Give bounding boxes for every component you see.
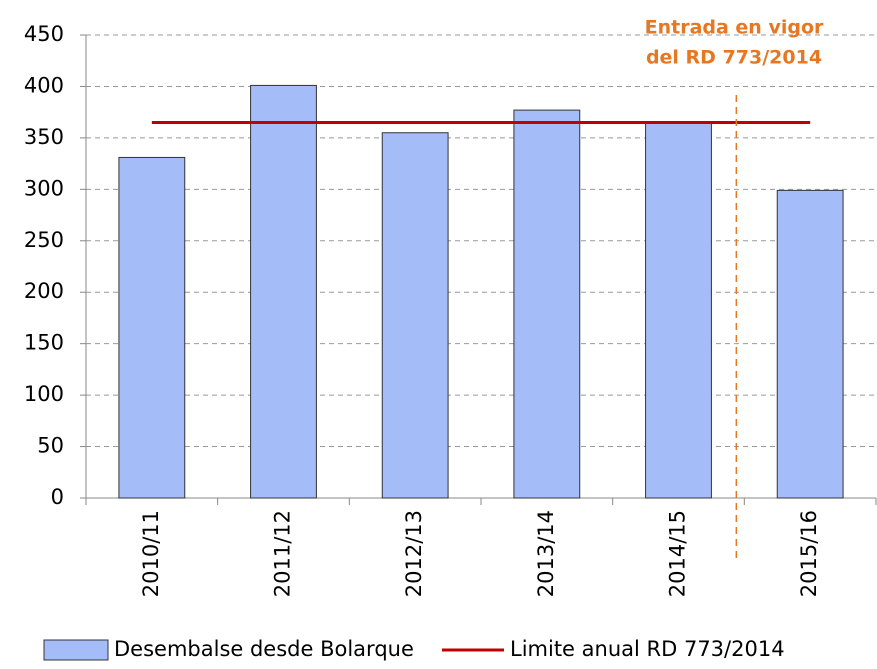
y-tick-label: 450 [24,22,64,46]
legend-label: Desembalse desde Bolarque [114,637,414,661]
bar [645,122,712,499]
y-tick-label: 350 [24,125,64,149]
x-tick-label: 2012/13 [402,510,426,597]
y-tick-label: 100 [24,382,64,406]
annotation: del RD 773/2014 [646,47,822,69]
annotation: Entrada en vigor [645,17,824,39]
bar [513,109,581,499]
bar [381,132,449,499]
legend-label: Limite anual RD 773/2014 [510,637,785,661]
y-tick-label: 50 [37,434,64,458]
x-tick-label: 2011/12 [271,510,295,597]
x-tick-label: 2014/15 [666,510,690,597]
legend-swatch [43,639,109,661]
x-tick-label: 2015/16 [797,510,821,597]
bar [250,84,317,499]
y-tick-label: 200 [24,279,64,303]
x-tick-label: 2013/14 [534,510,558,597]
y-tick-label: 0 [51,485,64,509]
y-tick-label: 400 [24,73,64,97]
y-tick-label: 300 [24,176,64,200]
bar [118,156,186,499]
x-tick-label: 2010/11 [139,510,163,597]
y-tick-label: 150 [24,331,64,355]
bar [776,189,844,499]
y-tick-label: 250 [24,228,64,252]
